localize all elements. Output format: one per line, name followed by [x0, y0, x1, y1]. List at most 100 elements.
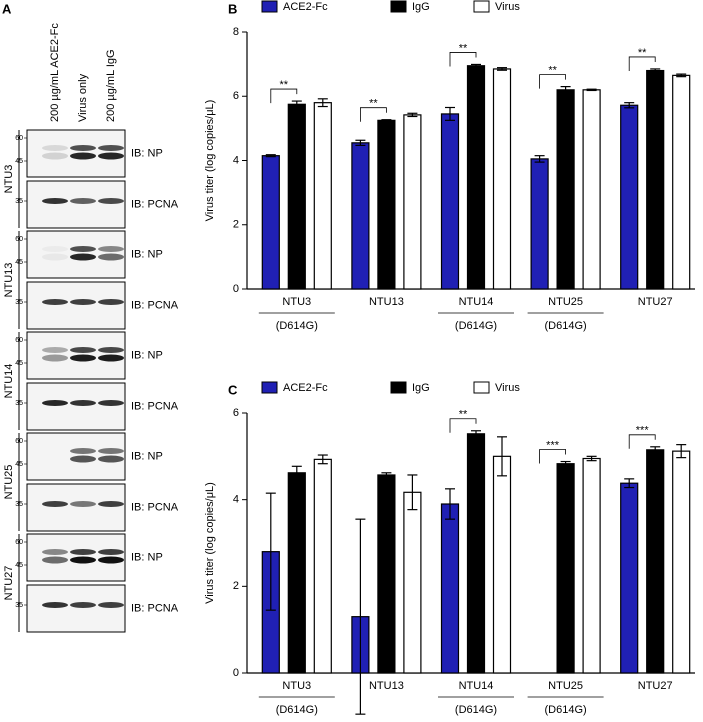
legend-swatch — [473, 381, 490, 394]
band — [98, 145, 124, 151]
blot — [26, 382, 126, 431]
sample-label: NTU14 — [3, 364, 15, 399]
bar — [377, 474, 396, 674]
significance-bracket — [360, 107, 387, 122]
legend-swatch — [473, 0, 490, 13]
blot-label: IB: NP — [131, 248, 163, 260]
sample-label: NTU27 — [3, 566, 15, 601]
error-bar — [317, 454, 328, 465]
blot-label: IB: PCNA — [131, 400, 179, 412]
legend-label: Virus — [495, 1, 520, 13]
bar — [351, 142, 370, 290]
y-tick-label: 8 — [233, 26, 239, 38]
legend-swatch — [261, 0, 278, 13]
band — [42, 501, 68, 507]
marker-label: 60 — [15, 539, 23, 546]
band — [42, 549, 68, 555]
error-bar — [624, 102, 635, 109]
error-bar — [650, 446, 661, 454]
band — [42, 602, 68, 608]
band — [98, 299, 124, 305]
blot-label: IB: NP — [131, 147, 163, 159]
band — [42, 354, 68, 362]
x-sublabel: (D614G) — [276, 704, 318, 716]
error-bar — [586, 455, 597, 462]
band — [98, 152, 124, 160]
band — [98, 549, 124, 555]
band — [70, 455, 96, 463]
band — [42, 299, 68, 305]
bar — [620, 104, 639, 290]
significance-label: *** — [546, 439, 560, 451]
band — [42, 347, 68, 353]
bar — [556, 463, 575, 674]
blot — [26, 180, 126, 229]
x-tick-label: NTU27 — [638, 680, 673, 692]
significance-label: ** — [369, 98, 378, 110]
panel-label: A — [2, 1, 12, 16]
y-tick-label: 0 — [233, 283, 239, 295]
band — [70, 400, 96, 406]
error-bar — [624, 478, 635, 489]
error-bar — [445, 488, 455, 520]
y-tick-label: 2 — [233, 219, 239, 231]
bar — [582, 457, 601, 674]
error-bar — [650, 68, 661, 73]
error-bar — [407, 112, 418, 118]
significance-label: ** — [638, 47, 647, 59]
band — [70, 602, 96, 608]
error-bar — [676, 444, 687, 459]
bar — [313, 458, 332, 674]
panel-label: B — [228, 1, 237, 16]
blot — [26, 281, 126, 330]
error-bar — [381, 119, 392, 122]
marker-label: 45 — [15, 360, 23, 367]
x-tick-label: NTU3 — [282, 296, 311, 308]
bar — [440, 113, 460, 290]
blot-label: IB: NP — [131, 450, 163, 462]
panel-label: C — [228, 382, 238, 397]
marker-label: 35 — [15, 299, 23, 306]
bar — [672, 74, 691, 290]
x-sublabel: (D614G) — [545, 320, 587, 332]
bar — [377, 119, 396, 290]
legend-swatch — [261, 381, 278, 394]
band — [98, 501, 124, 507]
error-bar — [676, 73, 687, 78]
x-sublabel: (D614G) — [545, 704, 587, 716]
y-tick-label: 2 — [233, 580, 239, 592]
x-sublabel: (D614G) — [455, 704, 497, 716]
significance-bracket — [539, 74, 566, 89]
band — [42, 556, 68, 564]
band — [98, 198, 124, 204]
error-bar — [471, 63, 481, 68]
significance-label: ** — [280, 79, 289, 91]
bar — [466, 433, 486, 674]
legend-swatch — [390, 381, 407, 394]
x-tick-label: NTU14 — [459, 296, 494, 308]
significance-label: ** — [459, 42, 468, 54]
band — [98, 253, 124, 261]
x-sublabel: (D614G) — [455, 320, 497, 332]
marker-label: 60 — [15, 236, 23, 243]
significance-label: ** — [548, 65, 557, 77]
band — [42, 400, 68, 406]
band — [70, 152, 96, 160]
y-tick-label: 4 — [233, 494, 239, 506]
bar — [646, 449, 665, 674]
significance-bracket — [449, 418, 477, 433]
marker-label: 45 — [15, 562, 23, 569]
sample-label: NTU13 — [3, 263, 15, 298]
band — [98, 448, 124, 454]
band — [70, 354, 96, 362]
y-axis-label: Virus titer (log copies/μL) — [204, 100, 216, 222]
band — [70, 549, 96, 555]
blot-label: IB: PCNA — [131, 602, 179, 614]
significance-bracket — [628, 434, 656, 449]
band — [70, 198, 96, 204]
marker-label: 60 — [15, 438, 23, 445]
error-bar — [381, 472, 392, 478]
lane-label: 200 µg/mL IgG — [105, 49, 117, 122]
y-tick-label: 6 — [233, 407, 239, 419]
